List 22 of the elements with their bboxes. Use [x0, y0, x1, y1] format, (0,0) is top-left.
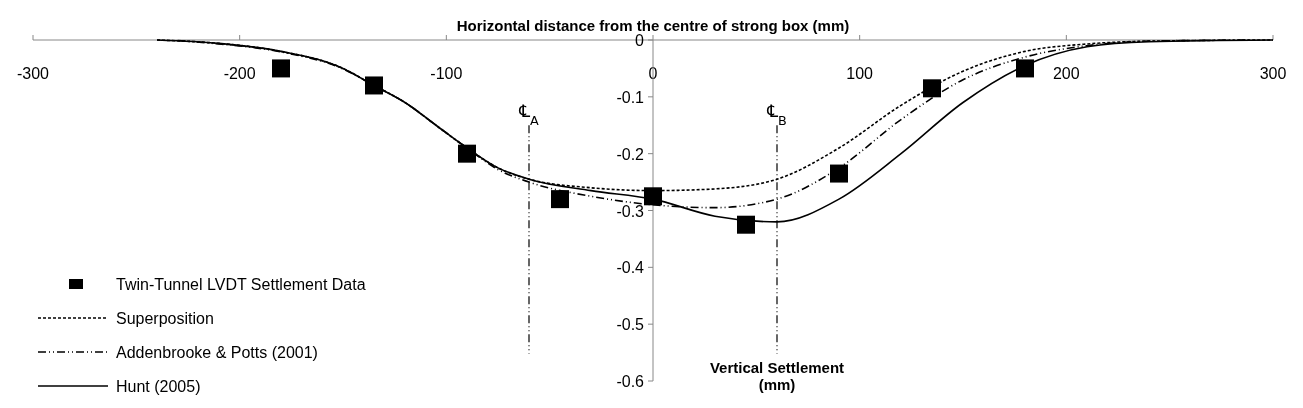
x-tick-label: 100 — [846, 65, 874, 82]
y-tick-label: -0.6 — [616, 373, 645, 390]
x-tick-label: -100 — [430, 65, 463, 82]
y-tick-label: -0.3 — [616, 202, 645, 220]
x-axis-title: Horizontal distance from the centre of strong box (mm) — [456, 17, 850, 34]
legend-label: Addenbrooke & Potts (2001) — [116, 344, 318, 361]
legend-label: Superposition — [116, 310, 214, 327]
x-tick-label: -300 — [16, 65, 50, 82]
y-tick-label: -0.2 — [616, 145, 645, 163]
ref-line-label: ℄$_{A}$ — [518, 101, 540, 128]
x-tick-label: 200 — [1052, 65, 1080, 82]
x-tick-label: 300 — [1259, 65, 1287, 82]
legend-label: Twin-Tunnel LVDT Settlement Data — [116, 276, 366, 293]
legend-label: Hunt (2005) — [116, 378, 201, 395]
y-tick-label: 0 — [635, 32, 645, 49]
x-tick-label: -200 — [223, 65, 256, 82]
ref-line-label: ℄$_{B}$ — [766, 101, 787, 128]
y-tick-label: -0.1 — [616, 88, 645, 106]
y-tick-label: -0.4 — [616, 259, 645, 277]
y-axis-title: Vertical Settlement (mm) — [709, 359, 845, 393]
y-tick-label: -0.5 — [616, 316, 645, 334]
x-tick-label: 0 — [648, 65, 658, 82]
